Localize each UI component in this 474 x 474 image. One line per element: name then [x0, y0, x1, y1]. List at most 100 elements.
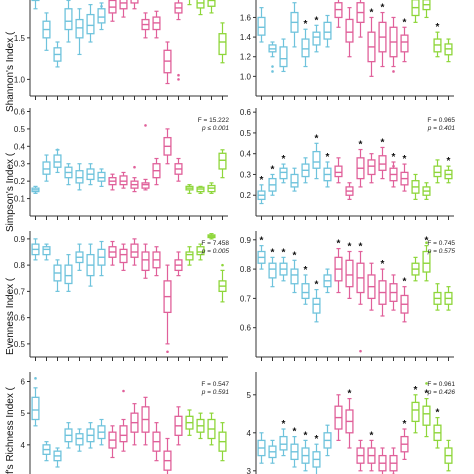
box-0	[257, 432, 266, 464]
box-13	[174, 406, 183, 446]
box-8	[345, 398, 354, 449]
significance-star: *	[271, 247, 275, 258]
box-15	[422, 245, 431, 282]
outlier-point	[392, 70, 395, 73]
box-7	[108, 0, 117, 22]
box-3	[290, 2, 299, 48]
y-tick-label: 0.3	[14, 160, 26, 169]
box-0	[31, 387, 40, 427]
significance-star: *	[381, 259, 385, 270]
significance-star: *	[348, 242, 352, 253]
significance-star: *	[326, 152, 330, 163]
box-body	[218, 33, 227, 56]
box-12	[163, 128, 172, 165]
box-2	[53, 41, 62, 68]
box-6	[323, 161, 332, 188]
ylabel-simpson: Simpson's Index (	[5, 152, 16, 232]
p-value: p = 0.426	[427, 389, 456, 396]
significance-star: *	[271, 164, 275, 175]
box-14	[187, 0, 192, 6]
significance-star: *	[315, 133, 319, 144]
box-10	[367, 439, 376, 472]
box-1	[268, 439, 277, 464]
box-body	[268, 262, 277, 279]
y-axis-titles: Shannon's Index ( Simpson's Index ( Even…	[5, 31, 16, 474]
box-3	[290, 436, 299, 468]
box-12	[163, 437, 172, 474]
significance-star: *	[447, 156, 451, 167]
box-7	[108, 240, 117, 266]
box-8	[345, 7, 354, 58]
box-4	[301, 439, 310, 472]
box-body	[422, 250, 431, 273]
box-body	[75, 170, 84, 184]
box-2	[279, 256, 288, 282]
box-10	[141, 243, 150, 279]
box-body	[97, 8, 106, 24]
y-tick-label: 0.8	[240, 265, 252, 274]
outlier-point	[177, 78, 180, 81]
box-9	[130, 177, 139, 193]
box-2	[279, 163, 288, 184]
box-5	[86, 163, 95, 186]
box-0	[257, 184, 266, 205]
box-5	[86, 4, 95, 43]
y-tick-label: 0.6	[14, 314, 26, 323]
y-tick-label: 0.6	[14, 107, 26, 116]
y-tick-label: 1.0	[240, 72, 252, 81]
box-1	[42, 243, 51, 261]
y-tick-label: 3	[247, 467, 252, 474]
box-12	[163, 41, 172, 85]
box-16	[433, 283, 442, 311]
box-body	[119, 248, 128, 264]
box-body	[119, 0, 128, 10]
box-7	[334, 157, 343, 184]
box-8	[345, 250, 354, 299]
box-11	[152, 157, 161, 186]
box-10	[367, 262, 376, 311]
significance-star: *	[370, 430, 374, 441]
ylabel-richness: f's Richness Index (	[5, 386, 16, 474]
box-14	[185, 409, 194, 436]
box-body	[378, 155, 387, 171]
box-1	[42, 441, 51, 462]
box-4	[301, 157, 310, 184]
box-16	[433, 159, 442, 184]
box-body	[53, 154, 62, 168]
box-1	[268, 41, 277, 58]
box-10	[141, 178, 150, 191]
box-14	[185, 246, 194, 266]
outlier-point	[425, 382, 428, 385]
box-12	[389, 447, 398, 474]
box-11	[152, 246, 161, 277]
y-tick-label: 0.9	[14, 235, 26, 244]
box-17	[444, 165, 453, 184]
box-17	[218, 422, 227, 462]
outlier-point	[34, 377, 37, 380]
box-16	[433, 31, 442, 58]
box-11	[152, 10, 161, 39]
panel-group: 1.0 1.5 1.0 1.2 1.4 1.6 * * * * * * * 0.1 0.2 0.3 0.4 0.5…	[14, 0, 456, 474]
box-11	[378, 11, 387, 68]
box-0	[31, 0, 40, 10]
y-tick-label: 0.5	[14, 340, 26, 349]
box-body	[196, 0, 205, 9]
ylabel-shannon: Shannon's Index (	[5, 31, 16, 112]
significance-star: *	[282, 247, 286, 258]
box-0	[257, 7, 266, 43]
box-body	[400, 34, 409, 53]
box-14	[411, 173, 420, 200]
box-3	[290, 167, 299, 192]
outlier-point	[359, 349, 362, 353]
box-9	[130, 403, 139, 446]
box-8	[119, 171, 128, 189]
y-tick-label: 0.7	[14, 287, 26, 296]
box-9	[130, 0, 139, 10]
box-16	[207, 0, 216, 14]
box-17	[444, 286, 453, 311]
y-tick-label: 0.2	[240, 191, 252, 200]
box-body	[64, 8, 73, 31]
box-16	[207, 182, 216, 194]
